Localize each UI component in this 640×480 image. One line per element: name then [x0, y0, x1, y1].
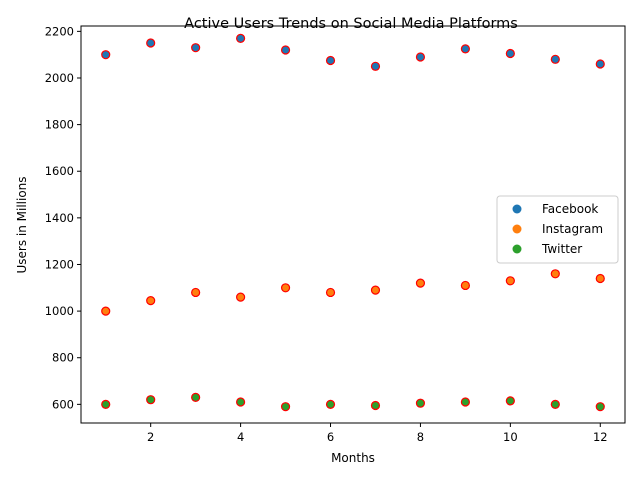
data-point [325, 55, 336, 66]
data-point [550, 399, 560, 409]
legend-label: Twitter [541, 242, 582, 256]
data-point [595, 402, 605, 412]
y-tick-label: 1800 [45, 118, 74, 132]
data-point [415, 398, 426, 408]
data-point [280, 402, 291, 412]
y-tick-label: 1200 [45, 257, 74, 271]
y-tick-label: 1400 [45, 211, 74, 225]
data-point [370, 61, 381, 71]
data-point [191, 392, 201, 402]
data-point [550, 269, 560, 279]
legend-label: Facebook [542, 202, 598, 216]
data-point [101, 50, 111, 60]
data-point [370, 400, 381, 411]
legend: Facebook Instagram Twitter [496, 195, 619, 264]
data-point [415, 52, 426, 62]
data-points [101, 33, 605, 412]
x-tick-label: 10 [503, 430, 518, 444]
legend-label: Instagram [542, 222, 603, 236]
x-axis-ticks: 2 4 6 8 10 12 [147, 423, 608, 444]
y-tick-label: 1000 [45, 304, 74, 318]
x-tick-label: 6 [327, 430, 334, 444]
y-tick-label: 800 [52, 351, 74, 365]
legend-marker [512, 204, 522, 214]
data-point [191, 43, 201, 53]
data-point [505, 48, 515, 59]
chart-title: Active Users Trends on Social Media Plat… [184, 16, 518, 32]
data-point [236, 397, 246, 407]
data-point [236, 292, 246, 302]
data-point [146, 395, 156, 405]
legend-marker [512, 244, 522, 254]
y-tick-label: 1600 [45, 164, 74, 178]
legend-box [496, 195, 619, 264]
data-point [236, 33, 246, 43]
x-tick-label: 8 [417, 430, 424, 444]
data-point [505, 396, 515, 406]
data-point [550, 54, 560, 64]
data-point [595, 273, 605, 284]
data-point [101, 399, 111, 409]
legend-marker [512, 224, 522, 234]
data-point [460, 397, 470, 407]
data-point [370, 285, 381, 295]
data-point [101, 306, 111, 316]
y-tick-label: 600 [52, 397, 74, 411]
x-tick-label: 2 [147, 430, 154, 444]
data-point [280, 45, 291, 55]
y-tick-label: 2000 [45, 71, 74, 85]
x-axis-label: Months [331, 451, 375, 465]
data-point [505, 276, 515, 286]
y-axis-ticks: 600 800 1000 1200 1400 1600 1800 2000 2200 [45, 24, 81, 411]
data-point [191, 287, 201, 298]
x-tick-label: 12 [593, 430, 608, 444]
data-point [280, 283, 291, 293]
data-point [325, 287, 336, 298]
plot-frame [80, 25, 626, 424]
y-tick-label: 2200 [45, 24, 74, 38]
data-point [325, 399, 336, 409]
data-point [460, 44, 470, 54]
y-axis-label: Users in Millions [15, 176, 29, 273]
data-point [146, 296, 156, 306]
data-point [460, 280, 470, 291]
data-point [595, 59, 605, 69]
x-tick-label: 4 [237, 430, 244, 444]
data-point [415, 278, 426, 288]
data-point [146, 38, 156, 48]
